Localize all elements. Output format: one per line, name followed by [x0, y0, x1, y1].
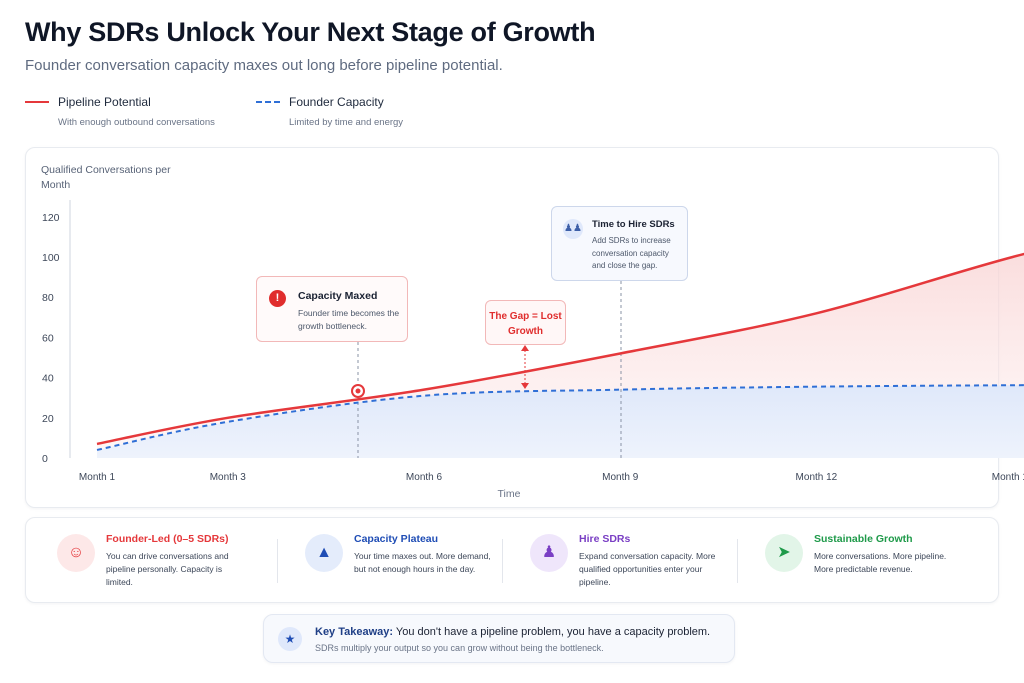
stage-founder-led: ☺ Founder-Led (0–5 SDRs) You can drive c…: [26, 518, 271, 604]
pipeline-potential-line: [96, 252, 1024, 446]
y-tick-label: 60: [42, 332, 54, 344]
alert-icon: !: [269, 290, 286, 307]
divider: [277, 539, 278, 583]
callout-title: Capacity Maxed: [298, 290, 378, 302]
x-tick-label: Month 12: [796, 472, 838, 483]
gap-callout: The Gap = Lost Growth: [485, 300, 566, 345]
callout-text: Founder time becomes the growth bottlene…: [298, 308, 400, 331]
stage-sustainable-growth: ➤ Sustainable Growth More conversations.…: [734, 518, 994, 604]
stage-title: Sustainable Growth: [814, 533, 913, 545]
legend-label: Founder Capacity: [289, 95, 384, 109]
stage-text: You can drive conversations and pipeline…: [106, 551, 229, 587]
y-tick-label: 20: [42, 413, 54, 425]
team-icon: ♟♟: [563, 219, 583, 239]
y-tick-label: 0: [42, 453, 48, 465]
legend-line-solid: [25, 101, 49, 103]
hire-sdrs-callout: ♟♟ Time to Hire SDRs Add SDRs to increas…: [551, 206, 688, 281]
x-tick-label: Month 6: [406, 472, 443, 483]
y-tick-label: 40: [42, 373, 54, 385]
x-tick-label: Month 15: [992, 472, 1024, 483]
x-tick-label: Month 3: [210, 472, 247, 483]
bar-chart-icon: ▲: [305, 534, 343, 572]
gap-arrow-head-down: [521, 383, 529, 389]
y-tick-label: 120: [42, 212, 60, 224]
divider: [737, 539, 738, 583]
y-tick-label: 100: [42, 252, 60, 264]
takeaway-line: Key Takeaway: You don't have a pipeline …: [315, 626, 710, 638]
capacity-area: [97, 385, 1024, 458]
legend-line-dashed: [256, 101, 280, 103]
legend-founder: Founder Capacity Limited by time and ene…: [256, 95, 403, 128]
x-axis-label: Time: [498, 488, 521, 500]
legend-pipeline: Pipeline Potential With enough outbound …: [25, 95, 215, 128]
legend-label: Pipeline Potential: [58, 95, 151, 109]
stage-text: Expand conversation capacity. More quali…: [579, 551, 716, 587]
page-subtitle: Founder conversation capacity maxes out …: [25, 57, 503, 74]
capacity-maxed-callout: ! Capacity Maxed Founder time becomes th…: [256, 276, 408, 342]
x-tick-label: Month 1: [79, 472, 116, 483]
legend-desc: Limited by time and energy: [289, 117, 404, 128]
takeaway-sub: SDRs multiply your output so you can gro…: [315, 643, 604, 653]
y-tick-label: 80: [42, 292, 54, 304]
star-icon: ★: [278, 627, 302, 651]
callout-text: Add SDRs to increase conversation capaci…: [592, 236, 671, 270]
page-title: Why SDRs Unlock Your Next Stage of Growt…: [25, 17, 596, 47]
stage-title: Hire SDRs: [579, 533, 631, 545]
stages-card: ☺ Founder-Led (0–5 SDRs) You can drive c…: [25, 517, 999, 603]
capacity-marker-dot: [355, 388, 361, 394]
callout-title: The Gap = Lost Growth: [489, 311, 562, 337]
stage-title: Capacity Plateau: [354, 533, 439, 545]
person-icon: ☺: [57, 534, 95, 572]
stage-text: Your time maxes out. More demand, but no…: [354, 551, 491, 574]
takeaway-text: You don't have a pipeline problem, you h…: [393, 626, 711, 638]
team-icon: ♟: [530, 534, 568, 572]
key-takeaway-card: ★ Key Takeaway: You don't have a pipelin…: [263, 614, 735, 663]
line-chart: 0 20 40 60 80 100 120 Month 1 Month 3 Month 6 Mont…: [42, 200, 1024, 500]
stage-title: Founder-Led (0–5 SDRs): [106, 533, 229, 545]
stage-hire-sdrs: ♟ Hire SDRs Expand conversation capacity…: [499, 518, 734, 604]
takeaway-label: Key Takeaway:: [315, 626, 394, 638]
legend-desc: With enough outbound conversations: [58, 117, 215, 128]
x-tick-label: Month 9: [602, 472, 639, 483]
callout-title: Time to Hire SDRs: [592, 219, 675, 230]
gap-arrow-head-up: [521, 345, 529, 351]
divider: [502, 539, 503, 583]
y-axis-label: Qualified Conversations per Month: [41, 164, 171, 191]
stage-text: More conversations. More pipeline. More …: [814, 551, 947, 574]
stage-capacity-plateau: ▲ Capacity Plateau Your time maxes out. …: [274, 518, 499, 604]
rocket-icon: ➤: [765, 534, 803, 572]
